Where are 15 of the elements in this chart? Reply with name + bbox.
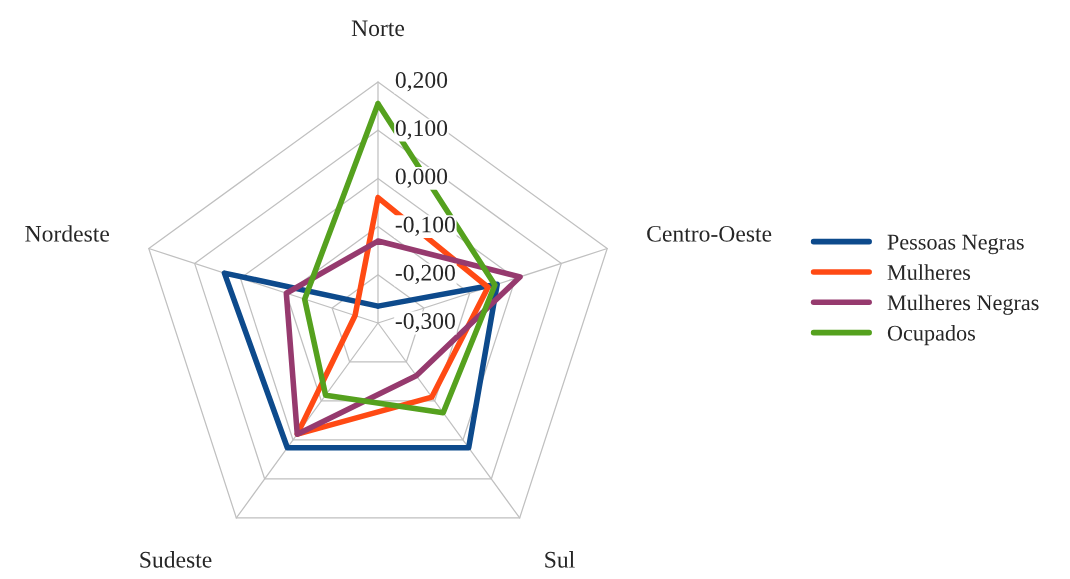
legend-label: Mulheres Negras bbox=[887, 294, 1039, 315]
y-tick-label: 0,100 bbox=[395, 120, 448, 140]
spoke-label: Centro-Oeste bbox=[647, 225, 772, 242]
spoke-label: Sul bbox=[545, 551, 575, 568]
y-tick-label: -0,200 bbox=[395, 264, 455, 285]
y-tick-label: 0,200 bbox=[395, 71, 448, 92]
spoke-label: Norte bbox=[351, 20, 405, 37]
y-tick-label: 0,000 bbox=[395, 168, 448, 188]
legend-label: Mulheres bbox=[887, 264, 971, 280]
y-tick-label: -0,300 bbox=[395, 312, 455, 333]
y-tick-label: -0,100 bbox=[395, 216, 455, 236]
spoke-label: Sudeste bbox=[140, 551, 212, 568]
legend-label: Pessoas Negras bbox=[887, 234, 1024, 255]
legend-label: Ocupados bbox=[887, 324, 976, 346]
spoke-label: Nordeste bbox=[25, 225, 110, 242]
